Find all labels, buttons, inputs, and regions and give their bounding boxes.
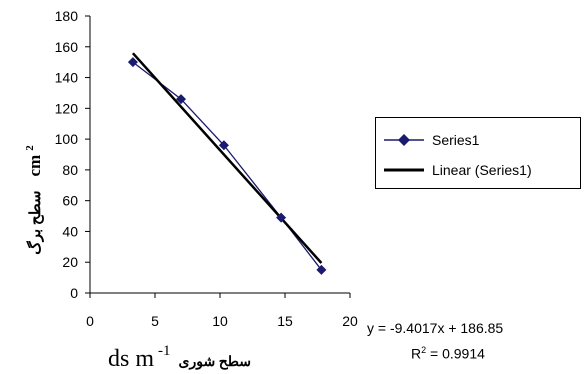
r-squared-value: = 0.9914	[426, 345, 485, 362]
data-point	[176, 94, 186, 105]
y-tick-label: 140	[55, 70, 79, 86]
x-tick-label: 20	[342, 313, 358, 329]
y-tick-label: 100	[55, 131, 79, 147]
legend-entry-trendline: Linear (Series1)	[382, 160, 532, 180]
legend-marker-diamond-icon	[384, 134, 424, 146]
y-axis-title: سطح برگ cm 2	[24, 145, 44, 255]
x-tick-label: 15	[277, 313, 293, 329]
x-axis-title-arabic: سطح شوری	[179, 355, 251, 370]
y-tick-label: 80	[62, 162, 78, 178]
legend: Series1 Linear (Series1)	[375, 117, 581, 189]
legend-label-trendline: Linear (Series1)	[432, 162, 532, 178]
y-axis-ticks: 0 20 40 60 80 100 120 140 160 180	[55, 8, 90, 301]
data-point	[316, 264, 327, 275]
legend-label-series1: Series1	[432, 132, 480, 148]
x-axis-ticks: 0 5 10 15 20	[86, 293, 358, 329]
data-point	[127, 57, 138, 68]
x-tick-label: 10	[212, 313, 228, 329]
y-tick-label: 160	[55, 39, 79, 55]
y-tick-label: 40	[62, 223, 78, 239]
x-axis-title: ds m -1 سطح شوری	[108, 342, 251, 372]
y-axis-title-arabic: سطح برگ	[26, 191, 44, 255]
r-squared: R2 = 0.9914	[411, 345, 485, 362]
y-tick-label: 180	[55, 8, 79, 24]
data-point	[276, 212, 287, 223]
legend-line-icon	[384, 168, 424, 172]
x-axis-title-unit-exponent: -1	[158, 343, 171, 359]
x-axis-title-unit: ds m	[108, 346, 154, 372]
data-point	[218, 140, 229, 151]
y-axis-title-unit-exponent: 2	[24, 145, 36, 151]
y-tick-label: 20	[62, 254, 78, 270]
r-squared-symbol: R	[411, 345, 422, 362]
y-tick-label: 60	[62, 193, 78, 209]
y-tick-label: 120	[55, 100, 79, 116]
plot-area	[127, 52, 327, 275]
y-axis-title-unit: cm	[25, 155, 44, 177]
trendline	[131, 52, 323, 264]
y-tick-label: 0	[70, 285, 78, 301]
x-tick-label: 0	[86, 313, 94, 329]
r-squared-exponent: 2	[421, 345, 427, 355]
legend-entry-series1: Series1	[382, 130, 479, 150]
x-tick-label: 5	[151, 313, 159, 329]
series1-line	[132, 61, 322, 271]
trendline-equation: y = -9.4017x + 186.85	[367, 320, 504, 336]
